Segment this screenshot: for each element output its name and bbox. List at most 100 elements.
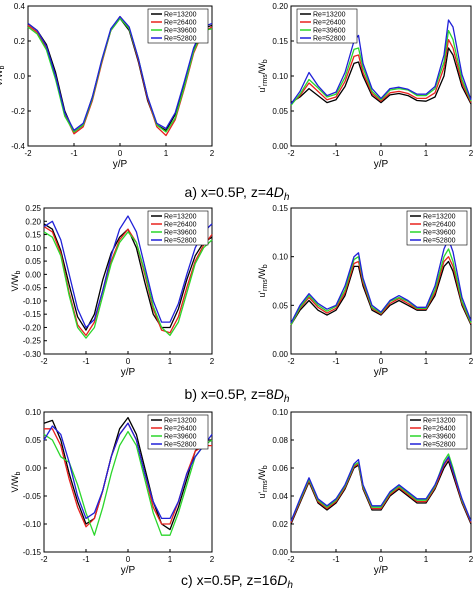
y-tick-label: -0.4 <box>11 142 25 151</box>
series-line-re-52800 <box>290 19 472 105</box>
series-line-re-39600 <box>43 430 213 536</box>
y-axis-label: u'rms/Wb <box>257 465 269 498</box>
x-tick-label: 1 <box>168 357 173 366</box>
y-tick-label: 0.10 <box>272 408 288 417</box>
legend-label: Re=52800 <box>164 36 197 43</box>
legend-label: Re=26400 <box>164 20 197 27</box>
x-axis-label: y/P <box>374 159 389 170</box>
series-line-re-52800 <box>290 238 472 324</box>
x-tick-label: -2 <box>287 555 295 564</box>
legend-label: Re=52800 <box>164 442 197 449</box>
x-tick-label: 0 <box>126 357 131 366</box>
y-tick-label: 0.00 <box>272 350 288 359</box>
y-axis-label: V/Wb <box>0 65 6 86</box>
caption-a-sub: h <box>283 192 290 203</box>
y-tick-label: 0.20 <box>25 217 41 226</box>
y-tick-label: 0.15 <box>272 37 288 46</box>
x-tick-label: 0 <box>379 149 384 158</box>
x-tick-label: -1 <box>332 555 340 564</box>
y-axis-label: V/Wb <box>10 270 22 291</box>
caption-b: b) x=0.5P, z=8Dh <box>0 386 474 408</box>
y-tick-label: 0.04 <box>272 492 288 501</box>
x-tick-label: 2 <box>210 555 215 564</box>
x-tick-label: 1 <box>424 149 429 158</box>
y-tick-label: 0.00 <box>25 270 41 279</box>
x-tick-label: -2 <box>24 149 32 158</box>
y-tick-label: 0.20 <box>272 2 288 11</box>
legend-label: Re=13200 <box>423 214 456 221</box>
y-tick-label: 0.05 <box>272 301 288 310</box>
caption-c-text: c) x=0.5P, z=16 <box>181 572 278 588</box>
legend-label: Re=39600 <box>164 230 197 237</box>
legend-label: Re=26400 <box>164 426 197 433</box>
y-tick-label: 0.10 <box>25 408 41 417</box>
series-line-re-26400 <box>290 256 472 326</box>
series-line-re-26400 <box>43 226 213 337</box>
legend-label: Re=39600 <box>423 230 456 237</box>
y-tick-label: -0.2 <box>11 107 25 116</box>
caption-c: c) x=0.5P, z=16Dh <box>0 572 474 594</box>
series-line-re-13200 <box>290 260 472 326</box>
legend-label: Re=13200 <box>164 418 197 425</box>
x-tick-label: 2 <box>469 149 474 158</box>
series-line-re-13200 <box>43 416 212 531</box>
chart-c-right: 0.00 0.02 0.04 0.06 0.08 0.10 -2 -1 0 1 2 y/P u'rms/… <box>257 408 474 576</box>
legend-label: Re=52800 <box>164 238 197 245</box>
caption-c-d: D <box>277 572 288 588</box>
x-tick-label: 1 <box>168 555 173 564</box>
x-axis-label: y/P <box>374 565 389 576</box>
series-line-re-13200 <box>290 47 472 105</box>
x-tick-label: -1 <box>70 149 78 158</box>
y-tick-label: -0.30 <box>23 350 42 359</box>
y-tick-label: -0.10 <box>23 520 42 529</box>
legend-label: Re=13200 <box>164 12 197 19</box>
x-tick-label: 1 <box>164 149 169 158</box>
legend-label: Re=26400 <box>423 222 456 229</box>
y-tick-label: 0.06 <box>272 464 288 473</box>
caption-c-sub: h <box>287 580 293 591</box>
chart-b-left: -0.30 -0.25 -0.20 -0.15 -0.10 -0.05 0.00 0.05 0.… <box>10 204 215 378</box>
y-tick-label: 0.00 <box>272 548 288 557</box>
x-tick-label: 0 <box>379 555 384 564</box>
chart-a-left: -0.4-0.20.00.20.4-2-1012y/PV/WbRe=13200R… <box>0 2 215 170</box>
y-tick-label: -0.15 <box>23 548 42 557</box>
series-line-re-52800 <box>290 456 472 522</box>
x-tick-label: 2 <box>210 357 215 366</box>
legend-label: Re=26400 <box>423 426 456 433</box>
x-tick-label: -2 <box>40 555 48 564</box>
series-line-re-39600 <box>43 231 213 339</box>
series-line-re-13200 <box>290 460 472 525</box>
caption-a-text: a) x=0.5P, z=4 <box>184 184 274 200</box>
y-axis-label: u'rms/Wb <box>257 264 269 297</box>
y-axis-label: u'rms/Wb <box>257 59 269 92</box>
x-tick-label: -1 <box>82 357 90 366</box>
x-tick-label: -2 <box>40 357 48 366</box>
legend-label: Re=39600 <box>423 434 456 441</box>
series-line-re-39600 <box>290 248 472 326</box>
legend-label: Re=52800 <box>313 36 346 43</box>
series-line-re-39600 <box>290 453 472 522</box>
legend-label: Re=52800 <box>423 442 456 449</box>
y-tick-label: 0.0 <box>14 72 26 81</box>
y-tick-label: 0.4 <box>14 2 26 11</box>
y-tick-label: 0.00 <box>272 142 288 151</box>
y-tick-label: 0.00 <box>25 464 41 473</box>
y-axis-label: V/Wb <box>10 471 22 492</box>
y-tick-label: 0.10 <box>25 244 41 253</box>
x-tick-label: 2 <box>469 357 474 366</box>
chart-c-left: -0.15 -0.10 -0.05 0.00 0.05 0.10 -2 -1 0 1 2 y/P V/W… <box>10 408 215 576</box>
y-tick-label: 0.05 <box>272 107 288 116</box>
legend-label: Re=39600 <box>313 28 346 35</box>
series-line-re-39600 <box>290 29 472 106</box>
series-line-re-52800 <box>43 422 213 520</box>
y-tick-label: -0.20 <box>23 323 42 332</box>
x-axis-label: y/P <box>113 159 128 170</box>
y-tick-label: -0.10 <box>23 297 42 306</box>
x-tick-label: 2 <box>469 555 474 564</box>
x-tick-label: -1 <box>82 555 90 564</box>
